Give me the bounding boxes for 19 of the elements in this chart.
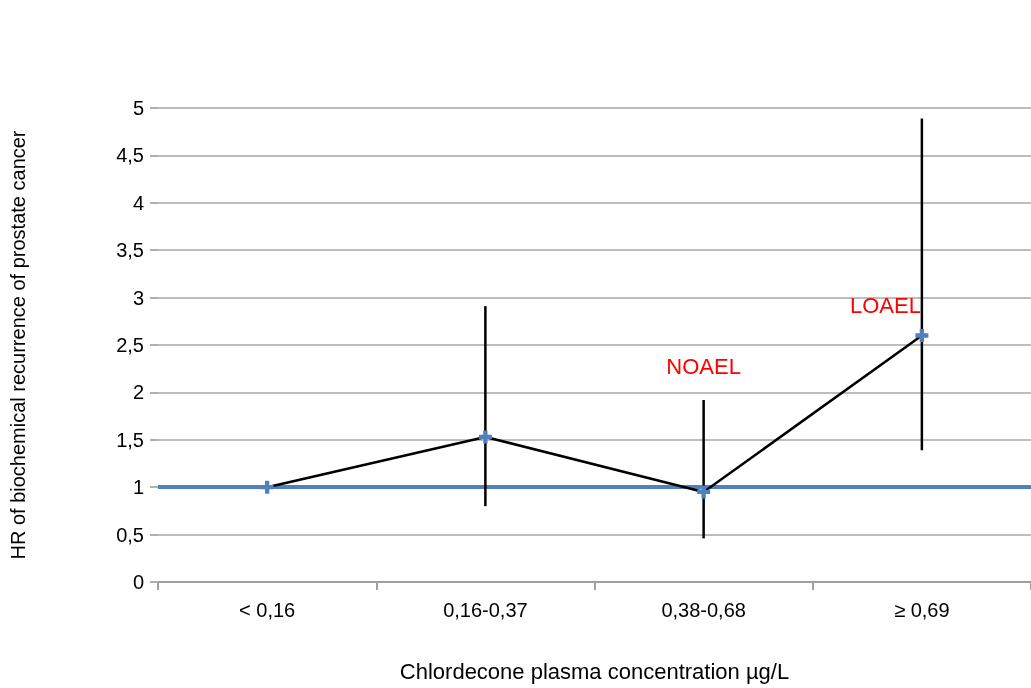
x-axis-title: Chlordecone plasma concentration µg/L <box>399 658 790 684</box>
y-tick-label: 0 <box>132 571 144 593</box>
x-tick-label: < 0,16 <box>239 599 296 621</box>
x-tick-label: 0,16-0,37 <box>443 599 528 621</box>
y-tick-label: 5 <box>132 97 144 119</box>
y-tick-label: 3 <box>132 286 144 309</box>
x-tick-label: ≥ 0,69 <box>894 599 950 621</box>
y-tick-label: 1 <box>132 476 144 499</box>
y-axis-title: HR of biochemical recurrence of prostate cancer <box>7 130 29 560</box>
y-tick-label: 2,5 <box>116 334 144 356</box>
y-tick-label: 1,5 <box>116 428 144 451</box>
y-tick-label: 3,5 <box>116 239 144 262</box>
x-tick-label: 0,38-0,68 <box>661 599 746 621</box>
y-tick-label: 2 <box>132 381 144 404</box>
annotation: NOAEL <box>666 354 741 380</box>
annotation: LOAEL <box>849 293 921 319</box>
y-tick-label: 0,5 <box>116 523 144 546</box>
y-tick-label: 4 <box>132 191 144 214</box>
y-tick-label: 4,5 <box>116 144 144 167</box>
